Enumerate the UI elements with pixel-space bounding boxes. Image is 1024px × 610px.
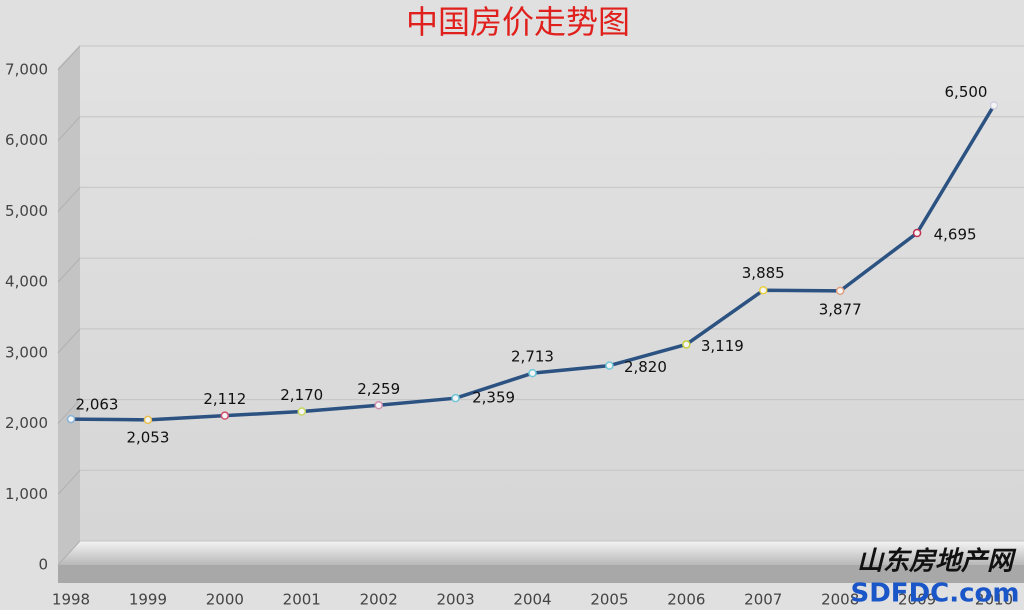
y-tick-label: 0 (38, 556, 48, 574)
x-tick-label: 1999 (129, 591, 167, 609)
data-label: 2,170 (280, 386, 323, 404)
x-tick-label: 2000 (206, 591, 244, 609)
x-tick-label: 2010 (975, 591, 1013, 609)
side-grid-line (57, 257, 81, 283)
data-label: 2,112 (203, 390, 246, 408)
y-tick-label: 4,000 (5, 273, 48, 291)
side-grid-line (57, 328, 81, 354)
x-tick-label: 2006 (667, 591, 705, 609)
point (297, 407, 306, 416)
point (759, 286, 768, 295)
y-tick-label: 3,000 (5, 343, 48, 361)
x-tick-label: 1998 (52, 591, 90, 609)
chart-title: 中国房价走势图 (406, 3, 630, 41)
back-wall (80, 45, 1024, 541)
data-label: 2,053 (126, 428, 169, 446)
watermark-site: SDFDC.com (851, 579, 1020, 609)
point (912, 228, 922, 238)
y-tick-label: 6,000 (5, 131, 48, 149)
side-grid-line (57, 187, 81, 212)
y-tick-label: 5,000 (5, 202, 48, 220)
x-tick-label: 2007 (744, 591, 782, 609)
x-tick-label: 2001 (283, 591, 321, 609)
point (835, 286, 845, 296)
side-grid-line (57, 399, 81, 424)
data-label: 6,500 (945, 83, 988, 101)
x-tick-label: 2003 (436, 591, 474, 609)
side-grid-line (57, 116, 81, 142)
point (682, 340, 691, 349)
point (451, 393, 460, 403)
x-tick-label: 2008 (821, 591, 859, 609)
floor (58, 541, 1024, 565)
point (605, 361, 614, 370)
data-label: 2,259 (357, 380, 400, 398)
x-tick-label: 2002 (360, 591, 398, 609)
x-tick-label: 2009 (898, 591, 936, 609)
x-tick-label: 2005 (590, 591, 628, 609)
side-grid-line (57, 45, 81, 71)
data-label: 3,877 (819, 300, 862, 318)
point (66, 414, 76, 424)
y-tick-label: 2,000 (5, 414, 48, 432)
data-label: 4,695 (934, 225, 977, 243)
side-grid-line (57, 540, 81, 566)
x-tick-label: 2004 (513, 591, 551, 609)
data-label: 2,063 (76, 396, 119, 414)
side-wall (58, 45, 80, 565)
data-label: 2,820 (624, 358, 667, 376)
point (143, 415, 153, 425)
data-label: 3,119 (701, 337, 744, 355)
data-label: 3,885 (742, 264, 785, 282)
data-label: 2,359 (472, 389, 515, 407)
y-tick-label: 1,000 (5, 485, 48, 503)
watermark-name: 山东房地产网 (857, 547, 1017, 577)
side-grid-line (57, 469, 81, 495)
point (989, 101, 999, 110)
point (528, 368, 537, 378)
data-label: 2,713 (511, 348, 554, 366)
floor-edge (58, 565, 1024, 583)
point (374, 401, 383, 410)
point (220, 411, 230, 420)
y-tick-label: 7,000 (5, 61, 48, 79)
